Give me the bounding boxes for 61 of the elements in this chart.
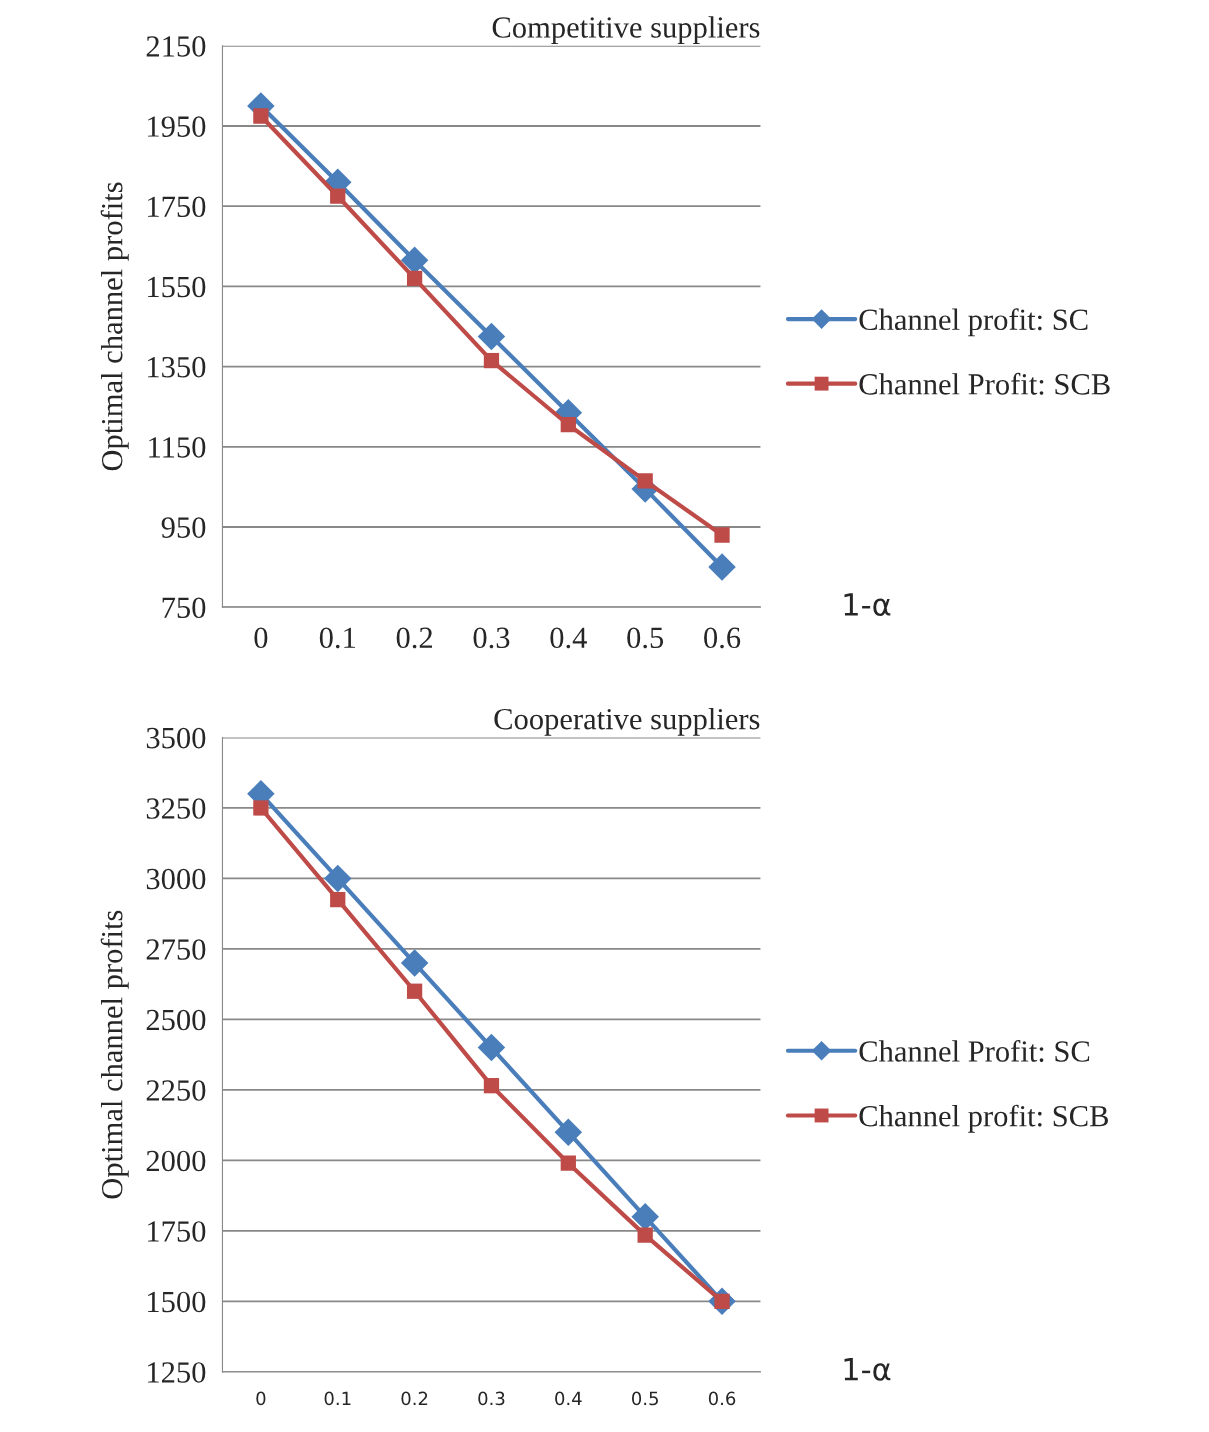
chart-title: Competitive suppliers bbox=[492, 16, 760, 44]
point bbox=[554, 1118, 583, 1146]
point bbox=[253, 800, 269, 816]
y-tick-label: 750 bbox=[162, 597, 206, 619]
x-tick-label: 0.6 bbox=[704, 627, 741, 649]
point bbox=[323, 864, 352, 893]
point bbox=[483, 1078, 500, 1094]
y-axis-title: Optimal channel profits bbox=[100, 182, 129, 471]
y-tick-label: 2000 bbox=[146, 1150, 206, 1172]
x-tick-label: 0.1 bbox=[324, 1391, 351, 1406]
point bbox=[637, 473, 653, 489]
y-tick-label: 1500 bbox=[148, 1291, 206, 1313]
point bbox=[400, 949, 429, 977]
x-tick-label: 0.2 bbox=[401, 1391, 428, 1406]
legend-label: Channel profit: SCB bbox=[859, 1104, 1108, 1133]
point bbox=[477, 1033, 506, 1062]
point bbox=[483, 352, 500, 369]
y-tick-label: 1750 bbox=[148, 1221, 206, 1242]
y-tick-label: 1350 bbox=[148, 356, 206, 378]
x-tick-label: 0.3 bbox=[478, 1391, 505, 1406]
y-tick-label: 2500 bbox=[146, 1009, 206, 1031]
y-tick-label: 2750 bbox=[146, 939, 206, 960]
point bbox=[637, 1227, 653, 1243]
y-tick-label: 1250 bbox=[148, 1362, 206, 1383]
point bbox=[708, 553, 736, 581]
x-tick-label: 0.5 bbox=[632, 1391, 658, 1406]
y-tick-label: 1550 bbox=[148, 276, 206, 298]
y-tick-label: 950 bbox=[161, 517, 206, 538]
x-tick-label: 0.1 bbox=[319, 627, 356, 649]
point bbox=[330, 188, 346, 204]
x-tick-label: 0.5 bbox=[627, 627, 664, 649]
chart-title: Cooperative suppliers bbox=[494, 707, 760, 736]
x-tick-label: 0.4 bbox=[555, 1391, 582, 1406]
x-tick-label: 0 bbox=[254, 627, 268, 649]
point bbox=[560, 417, 576, 433]
y-tick-label: 2250 bbox=[146, 1080, 206, 1101]
y-tick-label: 3000 bbox=[146, 868, 206, 890]
y-tick-label: 2150 bbox=[146, 36, 206, 57]
point bbox=[406, 983, 423, 999]
legend-label: Channel profit: SC bbox=[859, 308, 1088, 337]
point bbox=[406, 270, 423, 287]
y-tick-label: 1950 bbox=[148, 116, 206, 137]
point bbox=[560, 1155, 576, 1171]
x-tick-label: 0.6 bbox=[708, 1391, 736, 1406]
y-tick-label: 1750 bbox=[148, 196, 206, 218]
legend-label: Channel Profit: SC bbox=[859, 1039, 1090, 1062]
x-tick-label: 0.3 bbox=[473, 627, 510, 649]
point bbox=[477, 322, 506, 351]
y-tick-label: 1150 bbox=[149, 437, 206, 458]
x-axis-title: 1-α bbox=[844, 593, 891, 616]
y-tick-label: 3250 bbox=[146, 798, 206, 819]
legend-label: Channel Profit: SCB bbox=[859, 372, 1110, 395]
y-tick-label: 3500 bbox=[146, 727, 206, 749]
x-tick-label: 0 bbox=[256, 1391, 266, 1406]
point bbox=[714, 527, 730, 543]
x-tick-label: 0.4 bbox=[550, 627, 587, 649]
point bbox=[330, 891, 346, 908]
x-axis-title: 1-α bbox=[844, 1358, 891, 1381]
y-axis-title: Optimal channel profits bbox=[100, 910, 129, 1199]
x-tick-label: 0.2 bbox=[396, 627, 433, 649]
point bbox=[253, 108, 269, 124]
